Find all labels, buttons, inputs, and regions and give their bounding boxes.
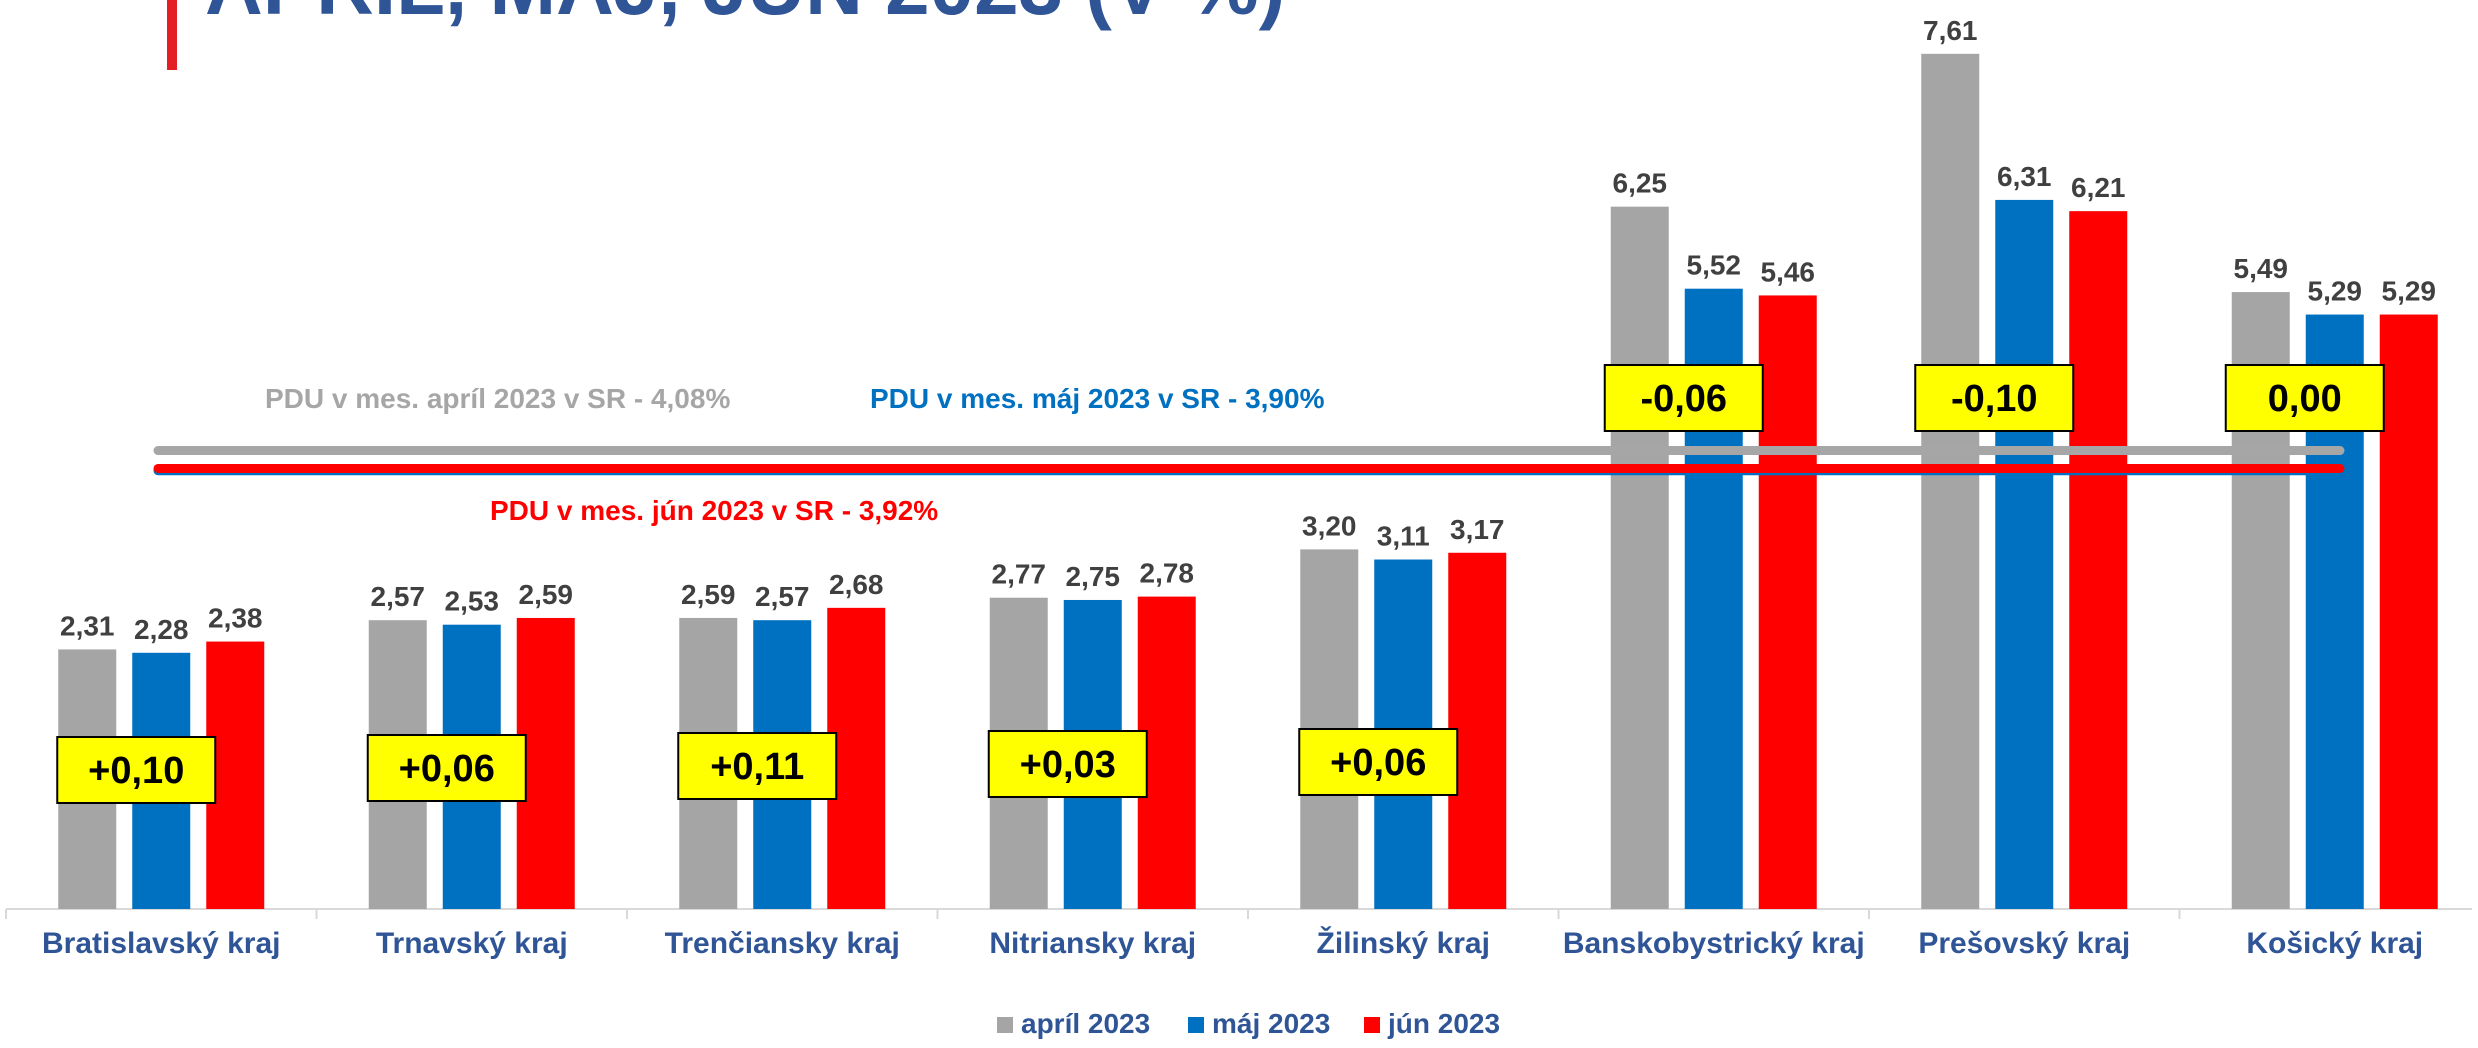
x-tick-label: Nitriansky kraj bbox=[989, 927, 1196, 960]
value-label: 6,31 bbox=[1997, 161, 2052, 192]
value-label: 2,78 bbox=[1140, 558, 1195, 589]
value-label: 7,61 bbox=[1923, 15, 1978, 46]
change-box bbox=[1914, 364, 2075, 432]
value-label: 6,21 bbox=[2071, 172, 2126, 203]
change-label: -0,10 bbox=[1951, 378, 2038, 420]
value-label: 2,53 bbox=[445, 586, 500, 617]
reference-label: PDU v mes. apríl 2023 v SR - 4,08% bbox=[265, 383, 730, 414]
x-tick-label: Košický kraj bbox=[2246, 927, 2423, 960]
change-label: +0,11 bbox=[710, 746, 804, 788]
change-box bbox=[1298, 728, 1459, 796]
legend-swatch bbox=[997, 1017, 1013, 1033]
bar bbox=[1758, 295, 1817, 909]
change-label: +0,06 bbox=[399, 748, 495, 790]
legend-label: máj 2023 bbox=[1212, 1008, 1330, 1039]
value-label: 2,57 bbox=[371, 581, 426, 612]
change-box bbox=[987, 730, 1148, 798]
reference-label: PDU v mes. máj 2023 v SR - 3,90% bbox=[870, 383, 1325, 414]
bar bbox=[1921, 53, 1980, 910]
change-label: -0,06 bbox=[1640, 378, 1727, 420]
legend-swatch bbox=[1364, 1017, 1380, 1033]
bar bbox=[1995, 199, 2054, 909]
reference-label: PDU v mes. jún 2023 v SR - 3,92% bbox=[490, 495, 938, 526]
value-label: 2,31 bbox=[60, 610, 115, 641]
value-label: 2,38 bbox=[208, 603, 263, 634]
x-tick-label: Trnavský kraj bbox=[376, 927, 568, 960]
x-tick-label: Bratislavský kraj bbox=[42, 927, 281, 960]
value-label: 5,49 bbox=[2234, 253, 2289, 284]
value-label: 2,59 bbox=[681, 579, 736, 610]
value-label: 5,46 bbox=[1761, 256, 1816, 287]
change-box bbox=[2224, 364, 2385, 432]
value-label: 3,11 bbox=[1377, 521, 1430, 552]
value-label: 2,59 bbox=[519, 579, 574, 610]
value-label: 3,17 bbox=[1450, 514, 1505, 545]
x-tick-label: Trenčiansky kraj bbox=[665, 927, 900, 960]
x-tick-label: Žilinský kraj bbox=[1317, 926, 1490, 960]
legend-swatch bbox=[1188, 1017, 1204, 1033]
value-label: 5,52 bbox=[1687, 250, 1742, 281]
change-box bbox=[677, 732, 838, 800]
change-label: +0,10 bbox=[88, 750, 184, 792]
value-label: 3,20 bbox=[1302, 510, 1357, 541]
value-label: 2,28 bbox=[134, 614, 189, 645]
change-label: 0,00 bbox=[2268, 378, 2342, 420]
x-tick-label: Banskobystrický kraj bbox=[1563, 927, 1865, 960]
bar bbox=[2379, 314, 2438, 909]
bar bbox=[1610, 206, 1669, 909]
chart-title: APRÍL, MÁJ, JÚN 2023 (V %) bbox=[205, 0, 1285, 31]
x-tick-label: Prešovský kraj bbox=[1918, 927, 2130, 960]
value-label: 2,77 bbox=[992, 559, 1047, 590]
bar bbox=[2069, 211, 2128, 909]
legend-label: apríl 2023 bbox=[1021, 1008, 1150, 1039]
value-label: 5,29 bbox=[2382, 276, 2437, 307]
change-box bbox=[366, 734, 527, 802]
value-label: 2,75 bbox=[1066, 561, 1121, 592]
value-label: 6,25 bbox=[1613, 168, 1668, 199]
change-box bbox=[1603, 364, 1764, 432]
value-label: 2,57 bbox=[755, 581, 810, 612]
change-label: +0,06 bbox=[1330, 742, 1426, 784]
legend-label: jún 2023 bbox=[1387, 1008, 1500, 1039]
change-label: +0,03 bbox=[1020, 744, 1116, 786]
change-box bbox=[56, 736, 217, 804]
title-accent bbox=[167, 0, 177, 70]
value-label: 5,29 bbox=[2308, 276, 2363, 307]
value-label: 2,68 bbox=[829, 569, 884, 600]
